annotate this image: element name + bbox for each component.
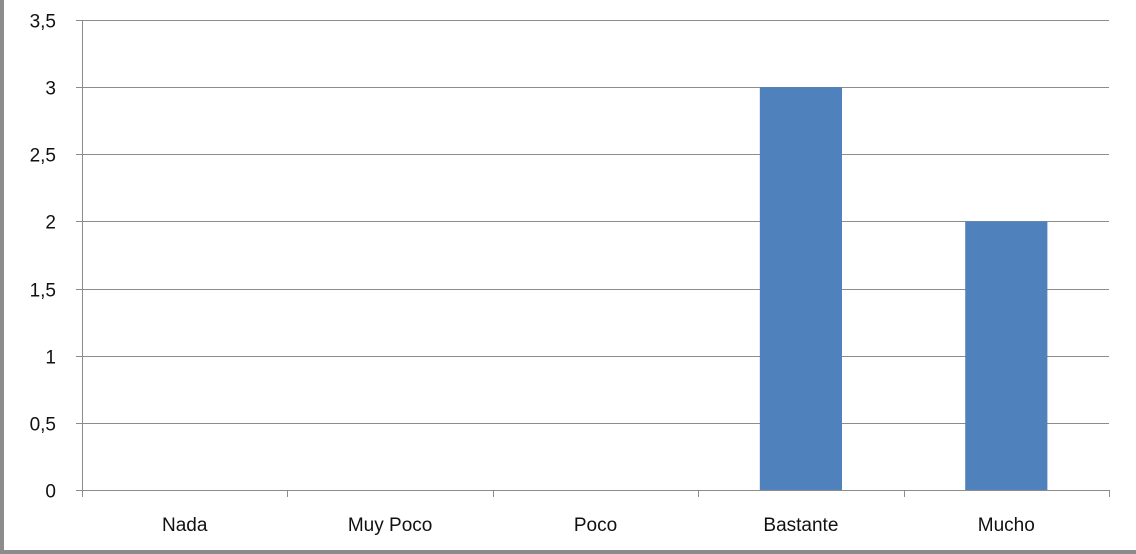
x-axis-tick-labels: Nada Muy Poco Poco Bastante Mucho — [162, 515, 1035, 536]
x-tick-label: Bastante — [763, 515, 838, 536]
gridlines — [82, 20, 1109, 424]
y-tick-label: 0,5 — [30, 415, 56, 436]
x-tick-label: Poco — [574, 515, 617, 536]
bar-bastante — [759, 87, 842, 491]
chart-frame-bottom-border — [0, 550, 1136, 554]
axes — [76, 20, 1110, 497]
x-tick-label: Muy Poco — [348, 515, 432, 536]
y-tick-label: 3,5 — [30, 12, 56, 33]
y-tick-label: 2 — [45, 213, 56, 234]
y-tick-label: 1 — [45, 348, 56, 369]
chart-frame-left-border — [0, 0, 4, 554]
x-tick-label: Mucho — [978, 515, 1035, 536]
bar-mucho — [965, 221, 1048, 490]
y-axis-tick-labels: 0 0,5 1 1,5 2 2,5 3 3,5 — [30, 12, 56, 503]
bars — [759, 87, 1048, 491]
y-tick-label: 2,5 — [30, 146, 56, 167]
y-tick-label: 3 — [45, 79, 56, 100]
x-tick-label: Nada — [162, 515, 208, 536]
y-tick-label: 0 — [45, 482, 56, 503]
y-tick-label: 1,5 — [30, 281, 56, 302]
